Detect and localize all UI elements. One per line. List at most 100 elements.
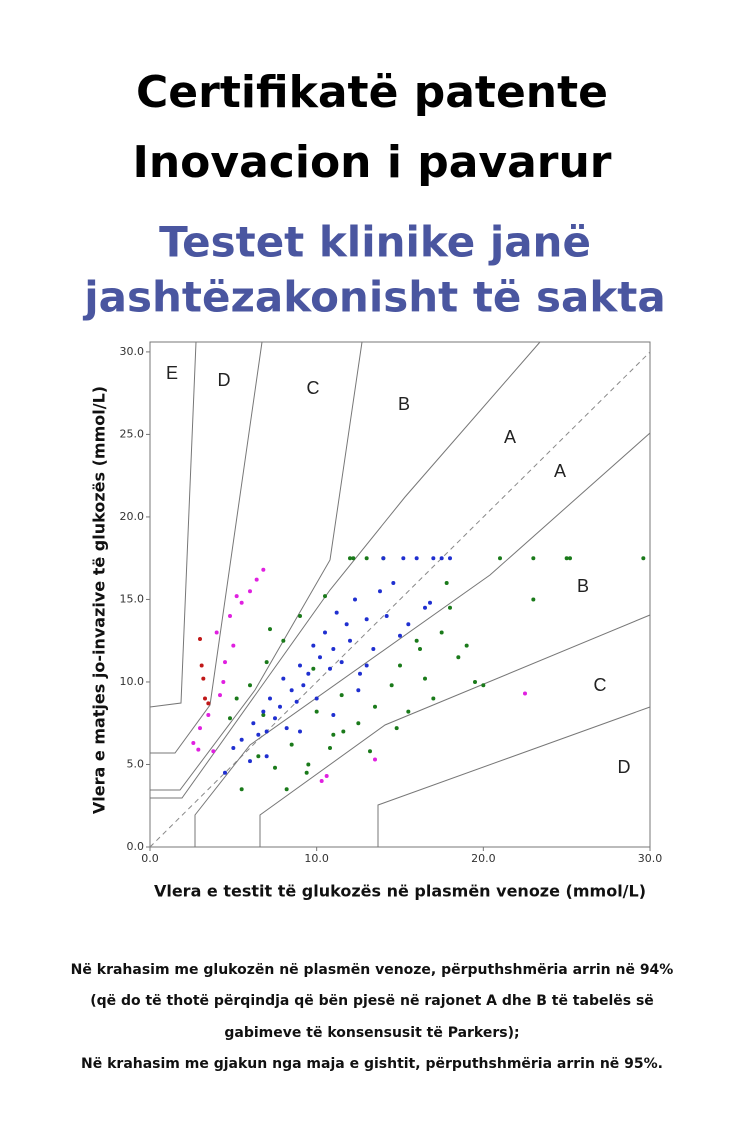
data-point [523, 691, 527, 696]
data-point [641, 556, 646, 561]
zone-label: B [398, 394, 410, 414]
data-point [406, 622, 411, 627]
x-tick-label: 0.0 [141, 852, 159, 865]
data-point [439, 630, 444, 635]
y-tick-label: 30.0 [120, 345, 145, 358]
data-point [248, 683, 252, 688]
data-point [256, 732, 261, 737]
data-point [198, 726, 202, 731]
data-point [331, 712, 336, 717]
data-point [298, 729, 302, 734]
data-point [318, 655, 322, 660]
data-point [431, 556, 436, 561]
data-point [448, 556, 452, 561]
data-point [214, 630, 219, 635]
data-point [196, 747, 201, 752]
data-point [364, 663, 369, 668]
zone-boundary [150, 341, 541, 799]
data-point [304, 770, 309, 775]
data-point [284, 726, 289, 731]
zone-label: A [504, 427, 516, 447]
data-point [384, 613, 389, 618]
footer-line: (që do të thotë përqindja që bën pjesë n… [90, 993, 654, 1009]
zone-label: C [307, 378, 320, 398]
data-point [423, 605, 427, 610]
data-point [231, 745, 236, 750]
data-point [414, 638, 419, 643]
data-point [351, 556, 356, 561]
zone-label: D [218, 370, 231, 390]
data-point [198, 637, 202, 642]
data-point [234, 594, 239, 599]
data-point [261, 709, 266, 714]
data-point [294, 699, 299, 704]
data-point [311, 643, 316, 648]
data-point [356, 721, 361, 726]
data-point [328, 666, 332, 671]
data-point [298, 663, 302, 668]
error-grid-zones [149, 341, 651, 848]
y-tick-label: 5.0 [127, 757, 145, 770]
data-point [358, 671, 362, 676]
data-point [268, 627, 272, 632]
data-point [531, 597, 536, 602]
data-point [353, 597, 357, 602]
data-point [378, 589, 382, 594]
data-point [381, 556, 386, 561]
data-point [314, 709, 319, 714]
data-point [254, 577, 259, 582]
data-point [248, 759, 252, 764]
y-tick-label: 10.0 [120, 675, 145, 688]
data-point [228, 716, 232, 721]
data-point [264, 660, 269, 665]
data-point [206, 701, 211, 706]
data-point [348, 638, 352, 643]
data-point [373, 704, 377, 709]
zone-label: E [166, 363, 178, 383]
zone-boundary [194, 432, 651, 847]
data-point [324, 774, 329, 779]
footer-line: Në krahasim me glukozën në plasmën venoz… [71, 962, 674, 978]
data-point [371, 646, 376, 651]
zone-label: B [577, 576, 589, 596]
data-point [306, 762, 311, 767]
data-point [398, 633, 402, 638]
data-point [328, 745, 332, 750]
data-point [199, 663, 204, 668]
data-point [289, 742, 294, 747]
data-point [368, 749, 372, 754]
zone-boundary [149, 341, 197, 708]
zone-label: D [618, 757, 631, 777]
zone-boundary [150, 341, 363, 791]
data-point [256, 754, 261, 759]
data-point [234, 696, 239, 701]
data-point [251, 721, 256, 726]
data-point [406, 709, 411, 714]
data-point [531, 556, 536, 561]
data-point [431, 696, 436, 701]
y-tick-label: 15.0 [120, 592, 145, 605]
data-point [239, 787, 244, 792]
data-point [223, 660, 227, 665]
data-point [448, 605, 452, 610]
title: Inovacion i pavarur [132, 137, 611, 188]
data-point [301, 683, 306, 688]
data-point [218, 693, 222, 698]
data-point [331, 646, 336, 651]
data-point [306, 671, 311, 676]
data-point [261, 567, 266, 572]
data-point [211, 749, 216, 754]
data-point [568, 556, 572, 561]
data-point [464, 643, 469, 648]
data-point [331, 732, 336, 737]
data-point [339, 693, 344, 698]
footer-line: gabimeve të konsensusit të Parkers); [224, 1025, 519, 1041]
data-point [261, 712, 266, 717]
data-point [281, 676, 286, 681]
data-point [311, 666, 316, 671]
data-point [473, 679, 477, 684]
subtitle: jashtëzakonisht të sakta [82, 273, 665, 322]
plot-frame [149, 341, 651, 848]
